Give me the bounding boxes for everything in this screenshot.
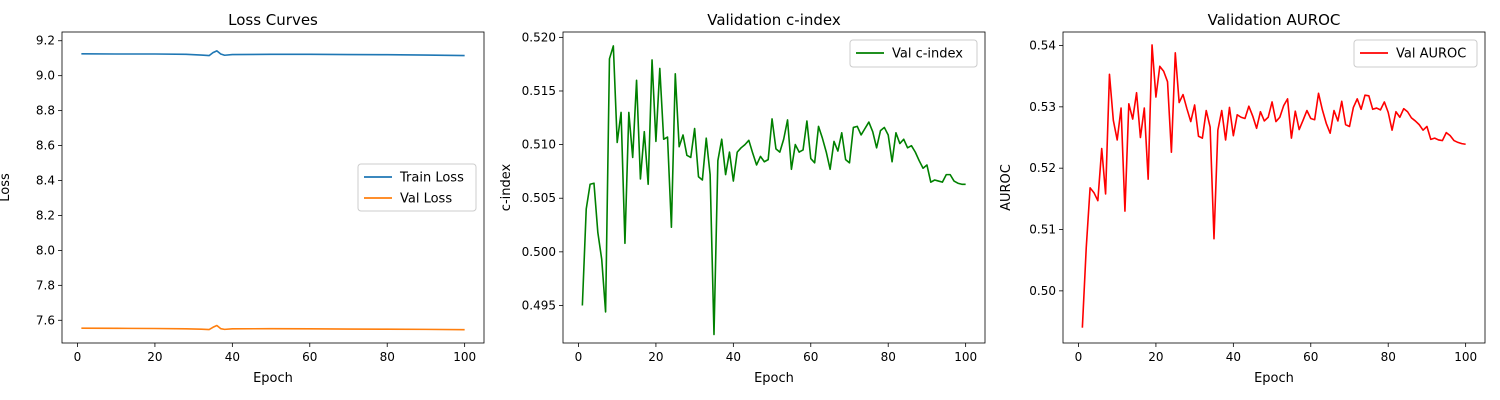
chart-2-ytick-label: 0.515 xyxy=(522,84,556,98)
chart-3-ytick-label: 0.51 xyxy=(1029,223,1056,237)
chart-1-title: Loss Curves xyxy=(228,11,318,29)
chart-2-ytick-label: 0.500 xyxy=(522,245,556,259)
chart-1-ytick-label: 7.6 xyxy=(36,313,55,327)
chart-1-ytick-label: 9.2 xyxy=(36,34,55,48)
chart-2-ytick-label: 0.510 xyxy=(522,138,556,152)
chart-3-xtick-label: 20 xyxy=(1148,350,1163,364)
chart-1-ytick-label: 9.0 xyxy=(36,69,55,83)
chart-1-ytick-label: 8.0 xyxy=(36,243,55,257)
chart-1-legend-label-1: Train Loss xyxy=(399,171,464,186)
chart-1-frame xyxy=(61,31,485,344)
chart-1-legend: Train Loss Val Loss xyxy=(357,163,477,212)
chart-1-ytick-label: 8.2 xyxy=(36,208,55,222)
chart-2-xtick-label: 60 xyxy=(803,350,818,364)
chart-2-ytick-label: 0.495 xyxy=(522,298,556,312)
chart-3-xlabel: Epoch xyxy=(1254,371,1294,386)
chart-2-xtick-label: 100 xyxy=(954,350,977,364)
chart-1-ylabel: Loss xyxy=(0,173,13,202)
chart-1-series-line-1 xyxy=(81,50,465,57)
chart-2-legend-label-1: Val c-index xyxy=(892,47,963,62)
chart-1: Loss Curves 0 20 40 60 80 100 7.6 7.8 8.0 8.2 8.4 8.… xyxy=(0,11,485,386)
chart-3-legend-box xyxy=(1353,39,1478,68)
chart-1-xtick-label: 60 xyxy=(302,350,317,364)
chart-1-ytick-label: 8.8 xyxy=(36,104,55,118)
chart-3-xtick-label: 100 xyxy=(1454,350,1477,364)
chart-1-xtick-label: 100 xyxy=(453,350,476,364)
chart-3-title: Validation AUROC xyxy=(1208,11,1341,29)
chart-2-series-line-1 xyxy=(581,45,966,336)
chart-3-xtick-label: 60 xyxy=(1303,350,1318,364)
chart-1-ytick-label: 8.6 xyxy=(36,139,55,153)
chart-3-xtick-label: 80 xyxy=(1381,350,1396,364)
chart-3-ytick-label: 0.53 xyxy=(1029,100,1056,114)
chart-1-xtick-label: 0 xyxy=(74,350,82,364)
chart-3-frame xyxy=(1062,31,1486,344)
chart-3-legend: Val AUROC xyxy=(1353,39,1478,68)
chart-3-ytick-label: 0.50 xyxy=(1029,284,1056,298)
chart-3-legend-label-1: Val AUROC xyxy=(1396,47,1466,62)
chart-1-xtick-label: 80 xyxy=(380,350,395,364)
chart-2-title: Validation c-index xyxy=(707,11,841,29)
chart-1-ytick-label: 7.8 xyxy=(36,278,55,292)
chart-2: Validation c-index 0 20 40 60 80 100 0.495 0.500… xyxy=(499,11,986,386)
chart-1-legend-label-2: Val Loss xyxy=(400,192,452,207)
chart-2-xtick-label: 20 xyxy=(648,350,663,364)
chart-3: Validation AUROC 0 20 40 60 80 100 0.50 0.51 0.52… xyxy=(999,11,1486,386)
chart-3-xtick-label: 40 xyxy=(1226,350,1241,364)
chart-1-legend-box xyxy=(357,163,477,212)
chart-2-ytick-label: 0.505 xyxy=(522,191,556,205)
chart-3-ylabel: AUROC xyxy=(999,164,1014,211)
chart-1-xtick-label: 40 xyxy=(225,350,240,364)
chart-2-ytick-label: 0.520 xyxy=(522,30,556,44)
chart-1-series-line-2 xyxy=(81,324,465,331)
chart-1-ytick-label: 8.4 xyxy=(36,174,55,188)
chart-2-xlabel: Epoch xyxy=(754,371,794,386)
chart-1-xlabel: Epoch xyxy=(253,371,293,386)
chart-2-legend-box xyxy=(849,39,978,68)
chart-2-legend: Val c-index xyxy=(849,39,978,68)
chart-3-series-line-1 xyxy=(1081,44,1466,328)
chart-3-ytick-label: 0.54 xyxy=(1029,38,1056,52)
chart-2-xtick-label: 40 xyxy=(726,350,741,364)
chart-3-ytick-label: 0.52 xyxy=(1029,161,1056,175)
chart-1-xtick-label: 20 xyxy=(147,350,162,364)
chart-3-xtick-label: 0 xyxy=(1075,350,1083,364)
chart-2-xtick-label: 0 xyxy=(575,350,583,364)
chart-2-frame xyxy=(562,31,986,344)
chart-2-ylabel: c-index xyxy=(499,163,514,211)
chart-2-xtick-label: 80 xyxy=(881,350,896,364)
